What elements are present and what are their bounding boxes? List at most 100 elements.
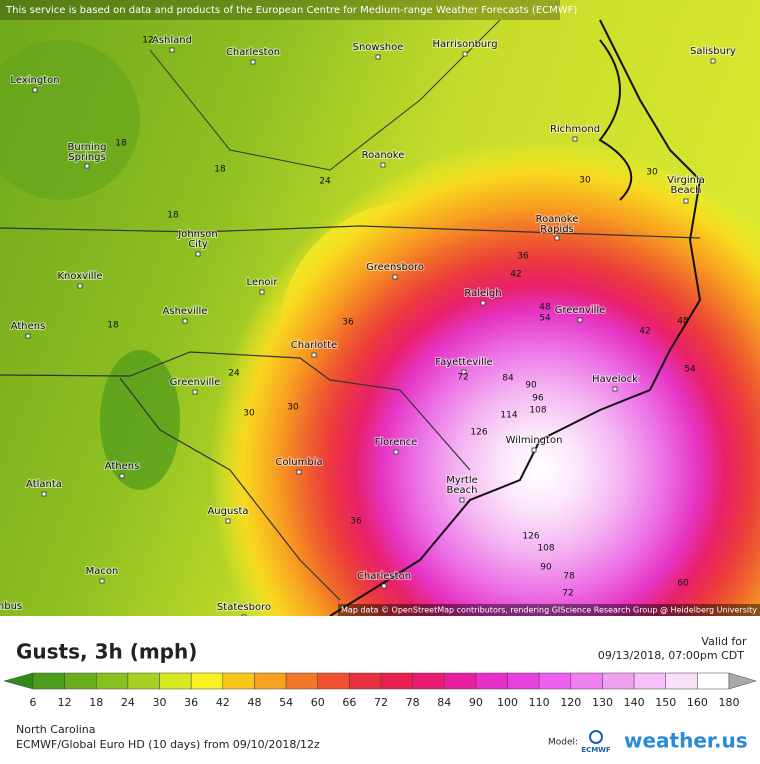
contour-label: 24 (228, 369, 240, 379)
contour-label: 42 (639, 327, 650, 337)
city-marker (250, 59, 256, 65)
city-label: Raleigh (464, 288, 501, 299)
city-marker (612, 386, 618, 392)
legend-label: 30 (153, 696, 167, 709)
contour-label: 60 (677, 579, 689, 589)
contour-label: 78 (563, 572, 575, 582)
contour-label: 30 (243, 409, 255, 419)
city-label: Charleston (357, 571, 411, 582)
legend-swatch (380, 672, 413, 690)
contour-label: 72 (457, 373, 468, 383)
city-marker (683, 198, 689, 204)
ecmwf-icon (589, 730, 603, 744)
city-label: Asheville (163, 306, 208, 317)
city-marker (169, 47, 175, 53)
city-label: Salisbury (690, 46, 736, 57)
legend-label: 130 (592, 696, 613, 709)
city-label: Lenoir (247, 277, 279, 288)
state-border (0, 351, 471, 471)
city-marker (84, 163, 90, 169)
contour-label: 30 (287, 403, 299, 413)
city-marker (99, 578, 105, 584)
legend-label: 120 (560, 696, 581, 709)
contour-label: 108 (537, 544, 554, 554)
legend-label: 24 (121, 696, 135, 709)
legend-label: 90 (469, 696, 483, 709)
state-border (0, 225, 701, 239)
city-marker (192, 389, 198, 395)
city-marker (32, 87, 38, 93)
cities: Ashland Charleston Snowshoe Harrisonburg Sal… (0, 34, 737, 616)
legend-arrow-right (728, 672, 757, 690)
legend-swatch (538, 672, 572, 690)
contour-label: 90 (540, 563, 552, 573)
contour-label: 36 (350, 517, 362, 527)
legend-swatch (64, 672, 97, 690)
contour-label: 114 (500, 411, 517, 421)
notice-bg (0, 0, 560, 20)
city-marker (77, 283, 83, 289)
city-label: Columbia (275, 457, 322, 468)
city-label: Wilmington (506, 435, 563, 446)
legend-label: 66 (342, 696, 356, 709)
legend-label: 6 (30, 696, 37, 709)
city-label: Virginia (667, 175, 705, 186)
notice: This service is based on data and produc… (5, 5, 577, 16)
state-border (119, 377, 341, 601)
legend-swatch (317, 672, 350, 690)
city-marker (380, 162, 386, 168)
contour-label: 72 (562, 589, 573, 599)
city-label: Myrtle (446, 475, 478, 486)
legend-label: 12 (58, 696, 72, 709)
brand-logo: weather.us (624, 729, 748, 753)
contour-label: 54 (684, 365, 696, 375)
city-marker (461, 369, 467, 375)
legend-swatch (254, 672, 287, 690)
legend-swatch (222, 672, 255, 690)
city-label: Johnson (177, 229, 217, 240)
legend-swatch (412, 672, 445, 690)
attribution-bg (338, 604, 760, 616)
valid-time: 09/13/2018, 07:00pm CDT (598, 649, 744, 662)
contour-label: 12 (142, 36, 153, 46)
city-label: Roanoke (536, 214, 579, 225)
hurricane-field (210, 140, 760, 616)
contour-label: 48 (677, 317, 689, 327)
city-marker (195, 251, 201, 257)
legend-label: 84 (437, 696, 451, 709)
legend-swatch (96, 672, 129, 690)
city-label: Macon (86, 566, 119, 577)
city-label: Beach (447, 485, 478, 496)
legend-swatch (697, 672, 730, 690)
city-marker (462, 51, 468, 57)
city-label: Ashland (152, 35, 192, 46)
legend-swatch (285, 672, 318, 690)
legend-swatch (507, 672, 540, 690)
legend-swatch (32, 672, 65, 690)
city-marker (459, 497, 465, 503)
city-marker (577, 317, 583, 323)
legend-label: 160 (687, 696, 708, 709)
city-label: Augusta (207, 506, 248, 517)
contour-label: 30 (579, 176, 591, 186)
coastline (329, 19, 702, 616)
legend-swatch (475, 672, 508, 690)
attribution: Map data © OpenStreetMap contributors, r… (341, 606, 757, 615)
contour-label: 90 (525, 381, 537, 391)
model-label: Model: (548, 738, 578, 748)
legend-label: 150 (655, 696, 676, 709)
legend-swatch (190, 672, 224, 690)
contour-label: 84 (502, 374, 514, 384)
city-marker (480, 300, 486, 306)
city-marker (554, 235, 560, 241)
city-label: Florence (375, 437, 418, 448)
city-label: Knoxville (57, 271, 102, 282)
contour-label: 42 (510, 270, 521, 280)
legend-swatch (633, 672, 666, 690)
legend-label: 18 (89, 696, 103, 709)
city-label: Lexington (10, 75, 59, 86)
state-border (149, 19, 501, 171)
legend-swatch (570, 672, 603, 690)
legend-swatch (159, 672, 192, 690)
